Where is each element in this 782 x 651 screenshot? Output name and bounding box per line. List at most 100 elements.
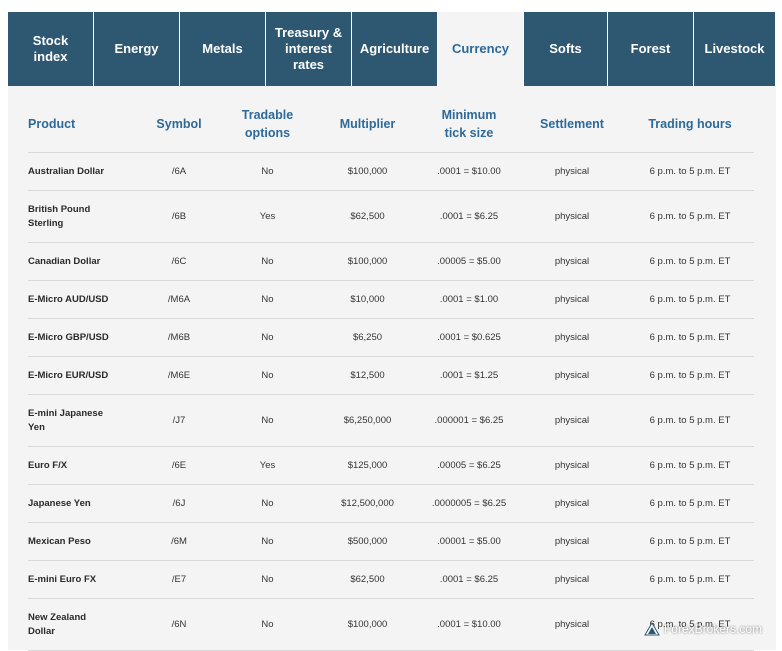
cell-settlement: physical: [518, 394, 626, 447]
forexbrokers-watermark: ForexBrokers.com: [644, 622, 762, 636]
cell-settlement: physical: [518, 560, 626, 599]
table-row: Canadian Dollar/6C No $100,000.00005 = $5.…: [28, 242, 754, 281]
tab-currency[interactable]: Currency: [438, 12, 524, 86]
table-row: Australian Dollar/6A No $100,000.0001 = $1…: [28, 152, 754, 191]
tab-stock-index[interactable]: Stock index: [8, 12, 94, 86]
cell-trading-hours: 6 p.m. to 5 p.m. ET: [626, 560, 754, 599]
cell-settlement: physical: [518, 190, 626, 243]
cell-product: British Pound Sterling: [28, 190, 138, 243]
cell-symbol: /6J: [138, 484, 220, 523]
cell-tradable-options: No: [220, 318, 315, 357]
tab-treasury-interest-rates[interactable]: Treasury & interest rates: [266, 12, 352, 86]
cell-product: E-mini Japanese Yen: [28, 394, 138, 447]
category-tabs: Stock index Energy Metals Treasury & intere…: [8, 12, 776, 86]
tab-softs[interactable]: Softs: [524, 12, 608, 86]
cell-trading-hours: 6 p.m. to 5 p.m. ET: [626, 598, 754, 651]
table-row: E-Micro AUD/USD/M6A No $10,000.0001 = $1.0…: [28, 280, 754, 319]
cell-tradable-options: No: [220, 242, 315, 281]
watermark-text: ForexBrokers.com: [663, 622, 762, 636]
cell-multiplier: $100,000: [315, 152, 420, 191]
cell-minimum-tick-size: .0001 = $10.00: [420, 598, 518, 651]
cell-product: E-Micro AUD/USD: [28, 280, 138, 319]
tab-agriculture[interactable]: Agriculture: [352, 12, 438, 86]
cell-symbol: /6E: [138, 446, 220, 485]
table-row: E-Micro EUR/USD/M6E No $12,500.0001 = $1.2…: [28, 356, 754, 395]
cell-settlement: physical: [518, 598, 626, 651]
cell-minimum-tick-size: .0001 = $10.00: [420, 152, 518, 191]
tab-livestock[interactable]: Livestock: [694, 12, 776, 86]
tab-energy[interactable]: Energy: [94, 12, 180, 86]
cell-settlement: physical: [518, 356, 626, 395]
cell-minimum-tick-size: .0001 = $1.00: [420, 280, 518, 319]
cell-product: E-mini Euro FX: [28, 560, 138, 599]
cell-symbol: /M6B: [138, 318, 220, 357]
cell-multiplier: $6,250: [315, 318, 420, 357]
cell-symbol: /M6A: [138, 280, 220, 319]
col-header-multiplier: Multiplier: [315, 96, 420, 153]
tab-forest[interactable]: Forest: [608, 12, 694, 86]
table-row: E-mini Euro FX/E7 No $62,500.0001 = $6.25 p…: [28, 560, 754, 599]
tab-metals[interactable]: Metals: [180, 12, 266, 86]
cell-minimum-tick-size: .0001 = $0.625: [420, 318, 518, 357]
cell-multiplier: $62,500: [315, 560, 420, 599]
cell-minimum-tick-size: .00001 = $5.00: [420, 522, 518, 561]
cell-product: Canadian Dollar: [28, 242, 138, 281]
currency-futures-table: Product Symbol Tradable options Multipli…: [28, 96, 754, 651]
table-row: Mexican Peso/6M No $500,000.00001 = $5.00 p…: [28, 522, 754, 561]
cell-symbol: /J7: [138, 394, 220, 447]
col-header-tradable-options: Tradable options: [220, 96, 315, 153]
col-header-trading-hours: Trading hours: [626, 96, 754, 153]
cell-tradable-options: No: [220, 280, 315, 319]
table-row: New Zealand Dollar/6N No $100,000.0001 = $…: [28, 598, 754, 651]
cell-symbol: /6A: [138, 152, 220, 191]
cell-settlement: physical: [518, 280, 626, 319]
cell-product: Japanese Yen: [28, 484, 138, 523]
table-row: E-Micro GBP/USD/M6B No $6,250.0001 = $0.62…: [28, 318, 754, 357]
cell-settlement: physical: [518, 484, 626, 523]
cell-minimum-tick-size: .0001 = $6.25: [420, 190, 518, 243]
cell-multiplier: $500,000: [315, 522, 420, 561]
cell-trading-hours: 6 p.m. to 5 p.m. ET: [626, 522, 754, 561]
cell-symbol: /E7: [138, 560, 220, 599]
cell-product: E-Micro EUR/USD: [28, 356, 138, 395]
cell-trading-hours: 6 p.m. to 5 p.m. ET: [626, 242, 754, 281]
cell-trading-hours: 6 p.m. to 5 p.m. ET: [626, 356, 754, 395]
cell-multiplier: $12,500,000: [315, 484, 420, 523]
cell-tradable-options: No: [220, 152, 315, 191]
cell-product: Australian Dollar: [28, 152, 138, 191]
cell-tradable-options: No: [220, 484, 315, 523]
col-header-symbol: Symbol: [138, 96, 220, 153]
cell-product: Euro F/X: [28, 446, 138, 485]
cell-tradable-options: Yes: [220, 190, 315, 243]
table-row: British Pound Sterling/6B Yes $62,500.0001…: [28, 190, 754, 243]
table-row: Japanese Yen/6J No $12,500,000.0000005 = $…: [28, 484, 754, 523]
cell-tradable-options: No: [220, 356, 315, 395]
cell-settlement: physical: [518, 242, 626, 281]
cell-product: E-Micro GBP/USD: [28, 318, 138, 357]
cell-settlement: physical: [518, 318, 626, 357]
cell-minimum-tick-size: .00005 = $6.25: [420, 446, 518, 485]
cell-trading-hours: 6 p.m. to 5 p.m. ET: [626, 484, 754, 523]
col-header-settlement: Settlement: [518, 96, 626, 153]
cell-tradable-options: No: [220, 394, 315, 447]
cell-product: Mexican Peso: [28, 522, 138, 561]
cell-symbol: /6B: [138, 190, 220, 243]
cell-trading-hours: 6 p.m. to 5 p.m. ET: [626, 394, 754, 447]
cell-minimum-tick-size: .0001 = $1.25: [420, 356, 518, 395]
cell-trading-hours: 6 p.m. to 5 p.m. ET: [626, 190, 754, 243]
table-row: E-mini Japanese Yen/J7 No $6,250,000.00000…: [28, 394, 754, 447]
cell-product: New Zealand Dollar: [28, 598, 138, 651]
cell-symbol: /6N: [138, 598, 220, 651]
cell-settlement: physical: [518, 152, 626, 191]
cell-trading-hours: 6 p.m. to 5 p.m. ET: [626, 446, 754, 485]
cell-symbol: /6C: [138, 242, 220, 281]
cell-multiplier: $100,000: [315, 598, 420, 651]
cell-minimum-tick-size: .000001 = $6.25: [420, 394, 518, 447]
cell-multiplier: $100,000: [315, 242, 420, 281]
cell-multiplier: $12,500: [315, 356, 420, 395]
cell-trading-hours: 6 p.m. to 5 p.m. ET: [626, 318, 754, 357]
table-row: Euro F/X/6E Yes $125,000.00005 = $6.25 phys…: [28, 446, 754, 485]
cell-tradable-options: Yes: [220, 446, 315, 485]
cell-minimum-tick-size: .00005 = $5.00: [420, 242, 518, 281]
cell-multiplier: $62,500: [315, 190, 420, 243]
